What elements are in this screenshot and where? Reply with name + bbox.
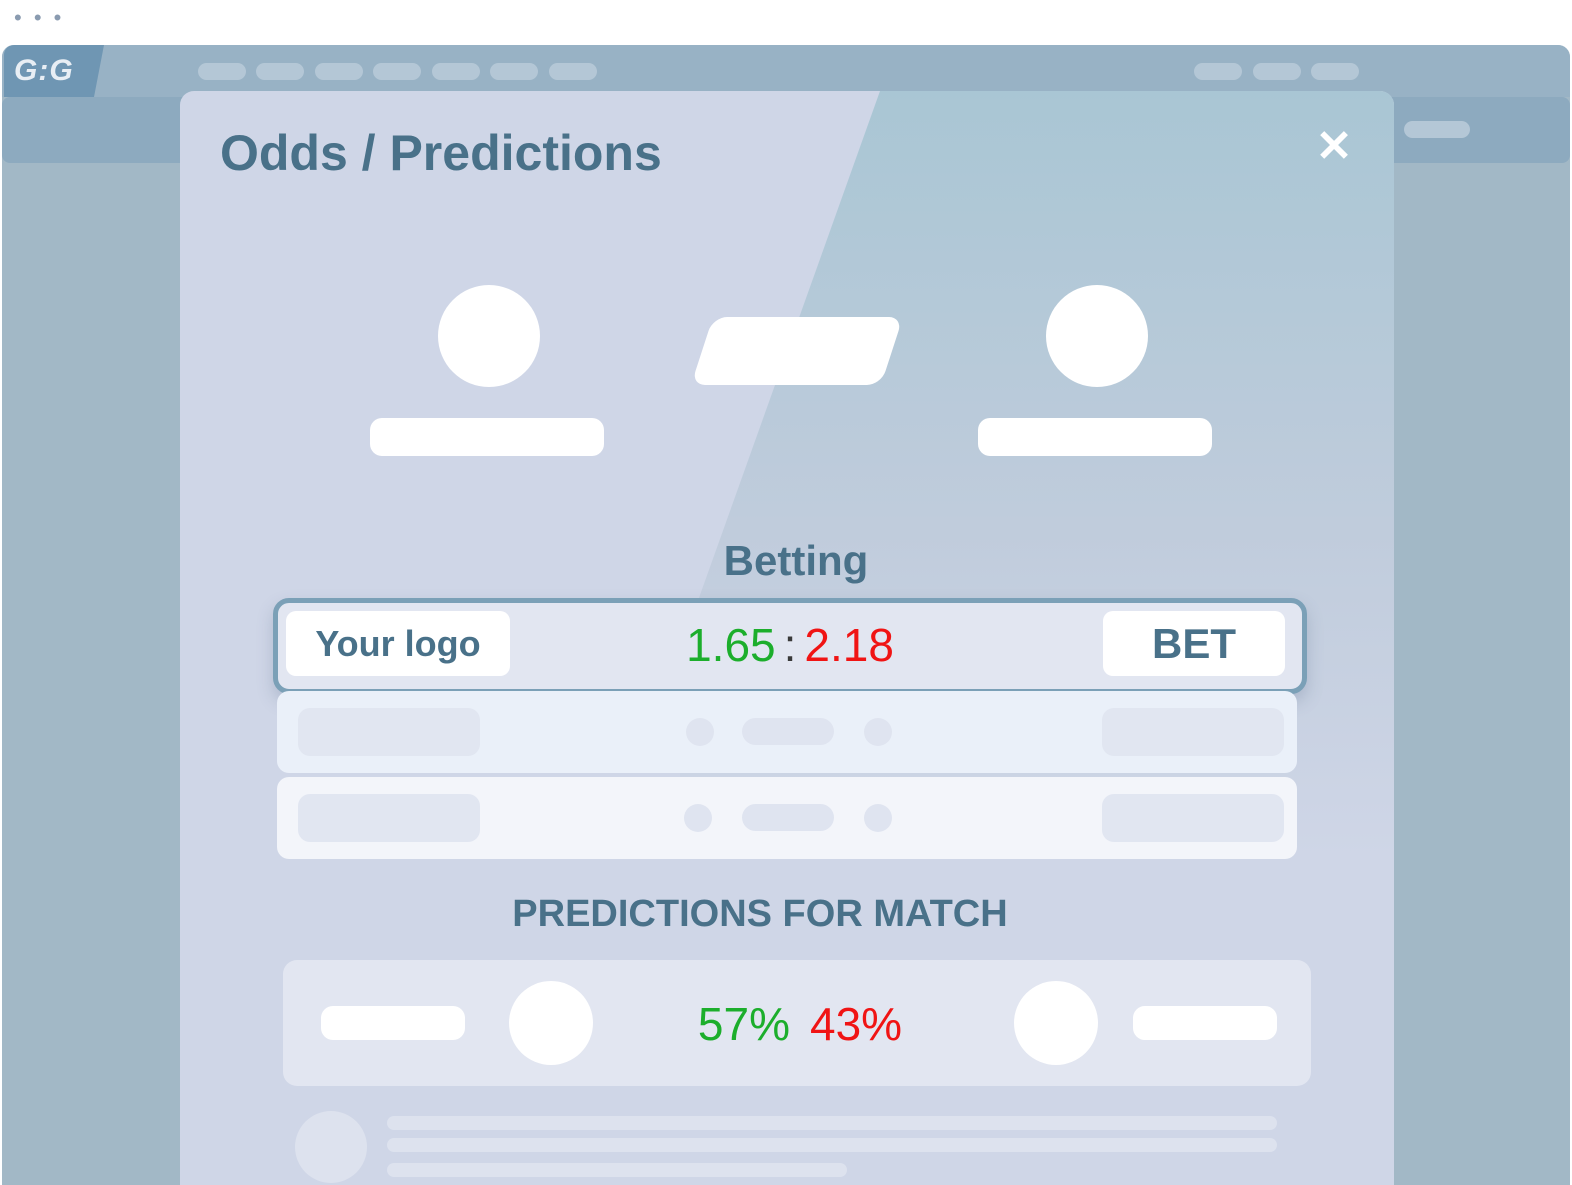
row-odd-placeholder: [864, 718, 892, 746]
nav-item-right[interactable]: [1253, 63, 1301, 80]
window-dots: • • •: [14, 5, 65, 30]
odds-home[interactable]: 1.65: [686, 619, 776, 671]
row-odds-placeholder: [742, 718, 834, 745]
home-win-percent: 57%: [697, 998, 790, 1050]
comment-line-placeholder: [387, 1163, 847, 1177]
row-odd-placeholder: [684, 804, 712, 832]
row-logo-placeholder: [298, 708, 480, 756]
odds-away[interactable]: 2.18: [804, 619, 894, 671]
home-avatar: [509, 981, 593, 1065]
home-team-name-placeholder: [370, 418, 604, 456]
away-avatar: [1014, 981, 1098, 1065]
comment-line-placeholder: [387, 1138, 1277, 1152]
bookmaker-logo[interactable]: Your logo: [286, 611, 510, 676]
row-odds-placeholder: [742, 804, 834, 831]
away-win-percent: 43%: [810, 998, 903, 1050]
nav-item[interactable]: [373, 63, 421, 80]
home-team-avatar: [438, 285, 540, 387]
predictions-title: PREDICTIONS FOR MATCH: [512, 893, 1008, 935]
nav-item-right[interactable]: [1311, 63, 1359, 80]
odds-predictions-modal: Odds / Predictions ✕ Betting Your logo 1…: [180, 91, 1394, 1185]
bet-button[interactable]: BET: [1103, 611, 1285, 676]
site-logo[interactable]: G:G: [4, 45, 104, 97]
home-name-placeholder: [321, 1006, 465, 1040]
nav-item-right[interactable]: [1194, 63, 1242, 80]
row-odd-placeholder: [686, 718, 714, 746]
nav-item[interactable]: [490, 63, 538, 80]
modal-title: Odds / Predictions: [220, 125, 662, 181]
comment-avatar-placeholder: [295, 1111, 367, 1183]
close-icon[interactable]: ✕: [1315, 122, 1353, 171]
odds-display: 1.65:2.18: [580, 613, 1000, 677]
row-button-placeholder: [1102, 794, 1284, 842]
bet-row-placeholder: [277, 691, 1297, 773]
nav-item[interactable]: [256, 63, 304, 80]
away-team-name-placeholder: [978, 418, 1212, 456]
nav-item[interactable]: [549, 63, 597, 80]
comment-line-placeholder: [387, 1116, 1277, 1130]
bet-row-placeholder: [277, 777, 1297, 859]
nav-item[interactable]: [315, 63, 363, 80]
sub-nav-item[interactable]: [1404, 121, 1470, 138]
nav-item[interactable]: [432, 63, 480, 80]
row-button-placeholder: [1102, 708, 1284, 756]
match-score-placeholder: [690, 317, 904, 385]
betting-title: Betting: [723, 537, 869, 584]
row-logo-placeholder: [298, 794, 480, 842]
away-name-placeholder: [1133, 1006, 1277, 1040]
prediction-card: [283, 960, 1311, 1086]
row-odd-placeholder: [864, 804, 892, 832]
away-team-avatar: [1046, 285, 1148, 387]
nav-item[interactable]: [198, 63, 246, 80]
odds-separator: :: [783, 619, 797, 671]
prediction-percentages: 57% 43%: [680, 993, 920, 1055]
